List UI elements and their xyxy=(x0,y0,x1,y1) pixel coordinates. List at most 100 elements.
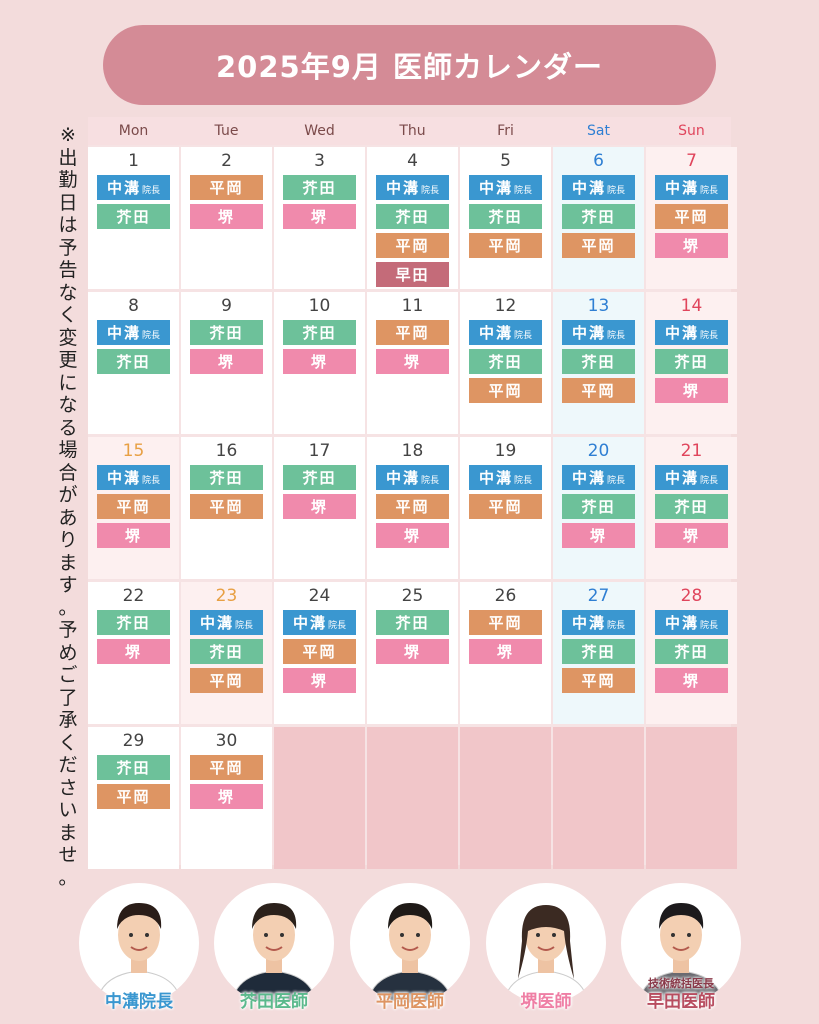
day-cell-5: 5 中溝 院長 芥田 平岡 xyxy=(460,147,551,289)
doctor-profile-waseda: 技術統括医長 早田医師 xyxy=(621,883,741,1013)
empty-cell xyxy=(367,727,458,869)
doctor-shift-sakai: 堺 xyxy=(283,668,356,693)
doctor-shift-akuta: 芥田 xyxy=(283,320,356,345)
doctor-shift-sakai: 堺 xyxy=(469,639,542,664)
doctor-shift-sakai: 堺 xyxy=(190,204,263,229)
day-number: 16 xyxy=(215,441,238,461)
day-cell-3: 3 芥田堺 xyxy=(274,147,365,289)
day-cell-11: 11 平岡堺 xyxy=(367,292,458,434)
day-cell-21: 21 中溝 院長 芥田堺 xyxy=(646,437,737,579)
day-cell-19: 19 中溝 院長 平岡 xyxy=(460,437,551,579)
doctor-shift-hiraoka: 平岡 xyxy=(97,784,170,809)
doctor-shift-sakai: 堺 xyxy=(376,523,449,548)
weekday-label-tue: Tue xyxy=(214,123,239,139)
doctor-shift-hiraoka: 平岡 xyxy=(190,755,263,780)
day-number: 7 xyxy=(686,151,697,171)
day-number: 1 xyxy=(128,151,139,171)
doctor-shift-sakai: 堺 xyxy=(376,349,449,374)
day-cell-6: 6 中溝 院長 芥田 平岡 xyxy=(553,147,644,289)
doctor-shift-naka: 中溝 院長 xyxy=(469,465,542,490)
doctor-shift-hiraoka: 平岡 xyxy=(469,378,542,403)
doctor-photo xyxy=(79,883,199,1003)
day-number: 10 xyxy=(308,296,331,316)
day-number: 30 xyxy=(215,731,238,751)
doctor-shift-hiraoka: 平岡 xyxy=(655,204,728,229)
doctor-shift-naka: 中溝 院長 xyxy=(655,320,728,345)
doctor-shift-naka: 中溝 院長 xyxy=(97,175,170,200)
doctor-shift-hiraoka: 平岡 xyxy=(190,175,263,200)
day-number: 21 xyxy=(680,441,703,461)
day-cell-20: 20 中溝 院長芥田堺 xyxy=(553,437,644,579)
day-cell-4: 4 中溝 院長 芥田 平岡 早田 xyxy=(367,147,458,289)
doctor-shift-akuta: 芥田 xyxy=(562,349,635,374)
day-cell-14: 14 中溝 院長 芥田堺 xyxy=(646,292,737,434)
day-number: 3 xyxy=(314,151,325,171)
doctor-shift-akuta: 芥田 xyxy=(376,610,449,635)
doctor-shift-naka: 中溝 院長 xyxy=(376,175,449,200)
day-number: 15 xyxy=(122,441,145,461)
day-cell-24: 24 中溝 院長 平岡堺 xyxy=(274,582,365,724)
doctor-shift-naka: 中溝 院長 xyxy=(562,465,635,490)
doctor-shift-naka: 中溝 院長 xyxy=(283,610,356,635)
doctor-shift-naka: 中溝 院長 xyxy=(655,175,728,200)
doctor-shift-akuta: 芥田 xyxy=(97,755,170,780)
doctor-photo xyxy=(214,883,334,1003)
day-number: 25 xyxy=(401,586,424,606)
doctor-shift-hiraoka: 平岡 xyxy=(469,494,542,519)
day-cell-30: 30 平岡堺 xyxy=(181,727,272,869)
day-cell-28: 28 中溝 院長 芥田堺 xyxy=(646,582,737,724)
doctor-shift-akuta: 芥田 xyxy=(469,204,542,229)
day-cell-16: 16 芥田 平岡 xyxy=(181,437,272,579)
day-cell-25: 25 芥田堺 xyxy=(367,582,458,724)
day-number: 12 xyxy=(494,296,517,316)
doctor-shift-akuta: 芥田 xyxy=(190,465,263,490)
doctor-shift-sakai: 堺 xyxy=(562,523,635,548)
doctor-shift-naka: 中溝 院長 xyxy=(97,320,170,345)
day-number: 24 xyxy=(308,586,331,606)
day-number: 22 xyxy=(122,586,145,606)
weekday-header-row: Mon Tue Wed Thu Fri Sat Sun xyxy=(88,117,731,145)
doctor-shift-naka: 中溝 院長 xyxy=(655,465,728,490)
doctor-photo xyxy=(621,883,741,1003)
doctor-shift-akuta: 芥田 xyxy=(97,204,170,229)
doctor-shift-akuta: 芥田 xyxy=(283,465,356,490)
doctor-name: 早田医師 xyxy=(647,992,715,1012)
empty-cell xyxy=(460,727,551,869)
doctor-name: 堺医師 xyxy=(520,992,572,1012)
doctor-shift-akuta: 芥田 xyxy=(283,175,356,200)
day-cell-17: 17 芥田堺 xyxy=(274,437,365,579)
doctor-shift-naka: 中溝 院長 xyxy=(376,465,449,490)
doctor-name: 平岡医師 xyxy=(376,992,444,1012)
doctor-shift-sakai: 堺 xyxy=(97,523,170,548)
doctor-shift-sakai: 堺 xyxy=(655,668,728,693)
doctor-shift-akuta: 芥田 xyxy=(562,494,635,519)
doctor-shift-sakai: 堺 xyxy=(376,639,449,664)
doctor-shift-sakai: 堺 xyxy=(97,639,170,664)
weekday-label-sat: Sat xyxy=(587,123,610,139)
day-number: 20 xyxy=(587,441,610,461)
doctor-shift-hiraoka: 平岡 xyxy=(562,233,635,258)
day-cell-2: 2 平岡堺 xyxy=(181,147,272,289)
day-number: 4 xyxy=(407,151,418,171)
day-cell-26: 26 平岡堺 xyxy=(460,582,551,724)
doctor-shift-hiraoka: 平岡 xyxy=(562,378,635,403)
doctor-shift-hiraoka: 平岡 xyxy=(469,233,542,258)
day-number: 9 xyxy=(221,296,232,316)
day-cell-7: 7 中溝 院長 平岡堺 xyxy=(646,147,737,289)
doctor-shift-hiraoka: 平岡 xyxy=(190,668,263,693)
doctor-shift-hiraoka: 平岡 xyxy=(376,494,449,519)
doctor-shift-akuta: 芥田 xyxy=(97,610,170,635)
day-number: 27 xyxy=(587,586,610,606)
doctor-shift-akuta: 芥田 xyxy=(190,320,263,345)
doctor-shift-sakai: 堺 xyxy=(655,523,728,548)
doctor-shift-sakai: 堺 xyxy=(283,494,356,519)
day-number: 14 xyxy=(680,296,703,316)
doctor-shift-naka: 中溝 院長 xyxy=(469,320,542,345)
day-number: 6 xyxy=(593,151,604,171)
weekday-label-wed: Wed xyxy=(304,123,335,139)
doctor-photo xyxy=(350,883,470,1003)
doctor-shift-akuta: 芥田 xyxy=(655,349,728,374)
doctor-name: 中溝院長 xyxy=(105,992,173,1012)
day-number: 29 xyxy=(122,731,145,751)
weekday-label-mon: Mon xyxy=(118,123,149,139)
